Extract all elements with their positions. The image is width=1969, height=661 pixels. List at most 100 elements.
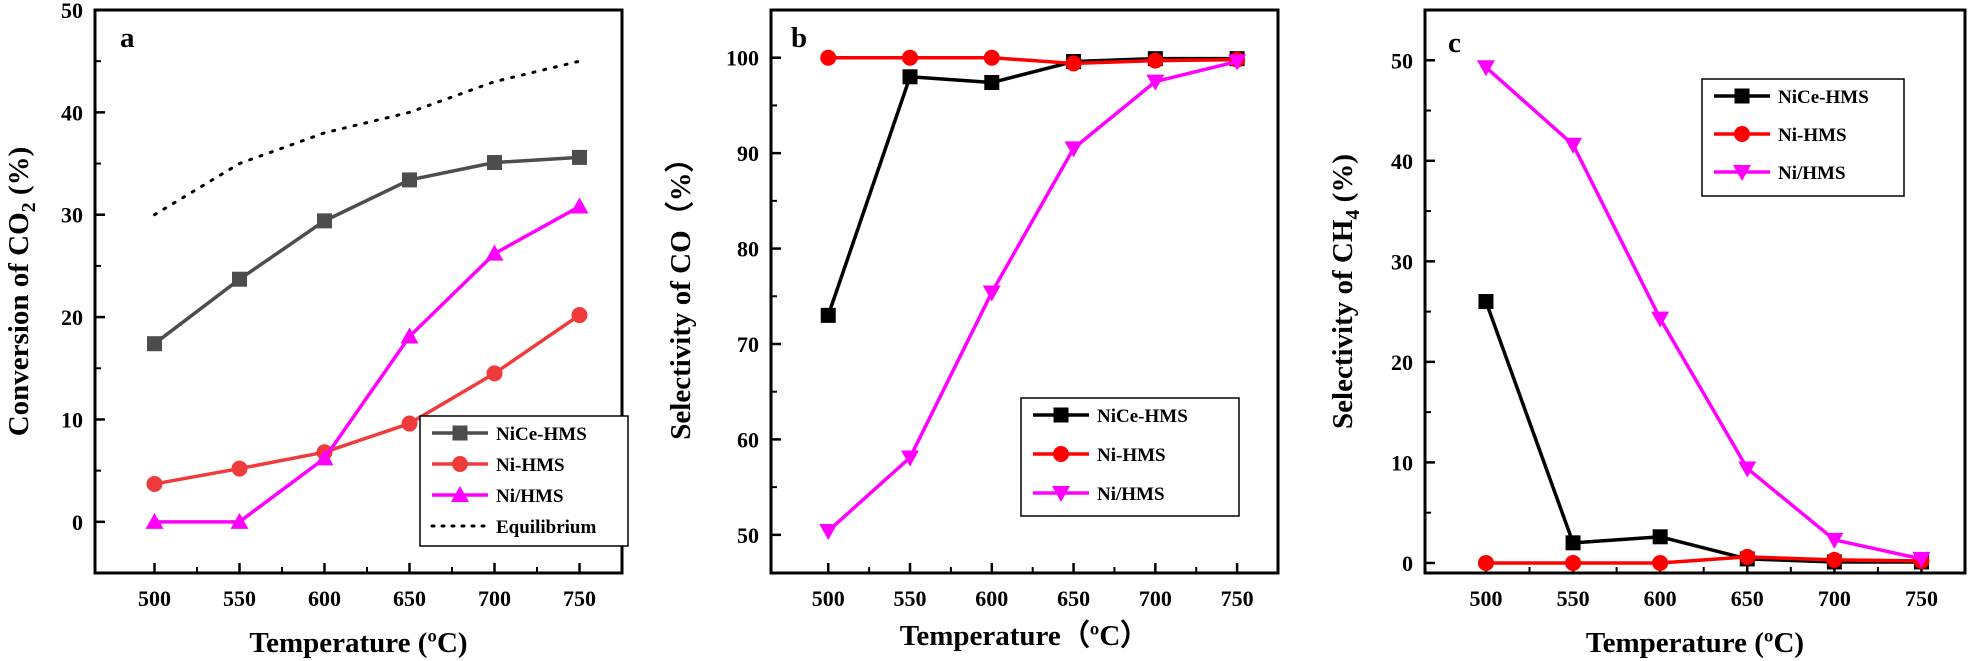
data-point-ni-hms — [820, 49, 837, 66]
y-tick-label: 100 — [726, 46, 759, 71]
legend-marker-ni-hms — [452, 456, 468, 472]
plot-frame — [93, 8, 624, 575]
data-point-ni-hms — [230, 512, 249, 529]
legend-label-nice-hms: NiCe-HMS — [496, 424, 587, 445]
data-point-ni-hms — [315, 449, 334, 466]
data-point-ni-hms — [1651, 311, 1670, 328]
plot-frame — [769, 8, 1280, 575]
y-tick-label: 20 — [61, 305, 83, 330]
legend-label-equilibrium: Equilibrium — [496, 517, 596, 538]
x-tick-label: 500 — [812, 586, 845, 611]
y-tick-label: 20 — [1391, 350, 1413, 375]
series-line-nice-hms — [153, 155, 580, 346]
series-line-ni-hms — [154, 313, 581, 486]
y-tick-label: 50 — [1391, 48, 1413, 73]
legend-marker-ni-hms — [451, 486, 469, 502]
data-point-ni-hms — [901, 450, 920, 467]
x-axis-title: Temperature (ºC) — [1586, 627, 1804, 659]
y-axis-title: Selectivity of CH4 (%) — [1327, 154, 1364, 429]
legend-label-ni-hms: Ni/HMS — [496, 486, 564, 507]
series-line-ni-hms — [154, 205, 581, 524]
legend: NiCe-HMS Ni-HMS Ni/HMS Equilibrium — [419, 415, 629, 547]
x-tick-label: 650 — [1731, 586, 1764, 611]
x-tick-label: 550 — [1557, 586, 1590, 611]
data-point-nice-hms — [232, 271, 247, 287]
data-point-nice-hms — [1652, 529, 1668, 545]
y-tick-label: 40 — [1391, 149, 1413, 174]
x-tick-label: 700 — [1139, 586, 1172, 611]
y-tick-label: 10 — [1391, 450, 1413, 475]
data-point-ni-hms — [231, 460, 248, 477]
data-point-ni-hms — [1065, 55, 1082, 72]
data-point-ni-hms — [819, 524, 838, 541]
data-point-nice-hms — [572, 149, 587, 165]
series-line-ni-hms — [828, 55, 1238, 66]
x-axis-title: Temperature（ºC） — [900, 619, 1150, 652]
series-line-nice-hms — [826, 56, 1238, 316]
legend-label-ni-hms: Ni/HMS — [1097, 484, 1165, 505]
y-tick-label: 30 — [1391, 249, 1413, 274]
panel-letter: c — [1448, 27, 1461, 59]
x-tick-label: 550 — [223, 586, 256, 611]
data-point-nice-hms — [317, 213, 332, 229]
legend-marker-ni-hms — [1733, 165, 1751, 181]
data-point-nice-hms — [487, 155, 502, 171]
x-tick-label: 600 — [308, 586, 341, 611]
data-point-ni-hms — [145, 512, 164, 529]
y-tick-label: 80 — [737, 237, 759, 262]
series-line-nice-hms — [1484, 300, 1922, 564]
legend-label-nice-hms: NiCe-HMS — [1097, 406, 1188, 427]
x-tick-label: 750 — [1221, 586, 1254, 611]
data-point-ni-hms — [982, 285, 1001, 302]
y-tick-label: 0 — [1402, 551, 1413, 576]
x-tick-label: 600 — [1644, 586, 1677, 611]
data-point-ni-hms — [1739, 548, 1756, 565]
data-point-nice-hms — [902, 69, 918, 85]
panel-a-conversion-co2-chart: 500 550 600 650 700 750 0 10 20 30 40 50 a Temperatur… — [3, 0, 629, 659]
x-tick-label: 500 — [1469, 586, 1502, 611]
legend-marker-ni-hms — [1053, 446, 1069, 462]
y-tick-label: 50 — [61, 0, 83, 23]
legend-label-ni-hms: Ni-HMS — [496, 455, 565, 476]
y-tick-label: 70 — [737, 332, 759, 357]
y-axis-title: Conversion of CO2 (%) — [3, 147, 40, 437]
x-tick-label: 700 — [1818, 586, 1851, 611]
data-point-ni-hms — [570, 197, 589, 214]
series-line-ni-hms — [1484, 65, 1922, 561]
x-tick-label: 600 — [975, 586, 1008, 611]
data-point-ni-hms — [1476, 60, 1495, 77]
legend: NiCe-HMS Ni-HMS Ni/HMS — [1701, 78, 1905, 197]
legend-label-ni-hms: Ni-HMS — [1097, 445, 1166, 466]
series-line-equilibrium — [153, 59, 581, 217]
data-point-ni-hms — [1826, 551, 1843, 568]
legend-marker-nice-hms — [452, 425, 468, 441]
series-line-ni-hms — [827, 59, 1238, 533]
data-point-ni-hms — [1565, 554, 1582, 571]
y-tick-label: 30 — [61, 203, 83, 228]
y-axis-title: Selectivity of CO（%） — [664, 143, 697, 439]
data-point-ni-hms — [571, 307, 588, 324]
legend: NiCe-HMS Ni-HMS Ni/HMS — [1020, 397, 1240, 517]
panel-b-selectivity-co-chart: 500 550 600 650 700 750 50 60 70 80 90 100 b Temperat… — [664, 8, 1280, 652]
y-tick-label: 60 — [737, 427, 759, 452]
panel-letter: b — [791, 22, 807, 54]
data-point-ni-hms — [902, 49, 919, 66]
legend-marker-ni-hms — [1052, 486, 1070, 502]
x-tick-label: 500 — [138, 586, 171, 611]
plot-frame — [1423, 8, 1967, 575]
legend-label-ni-hms: Ni/HMS — [1778, 163, 1846, 184]
data-point-ni-hms — [1738, 461, 1757, 478]
data-point-ni-hms — [1228, 54, 1247, 71]
legend-marker-nice-hms — [1734, 88, 1750, 104]
data-point-ni-hms — [486, 365, 503, 382]
x-tick-label: 750 — [563, 586, 596, 611]
data-point-nice-hms — [820, 307, 836, 323]
x-tick-label: 650 — [393, 586, 426, 611]
legend-label-nice-hms: NiCe-HMS — [1778, 87, 1869, 108]
data-point-nice-hms — [984, 75, 1000, 91]
data-point-ni-hms — [1564, 137, 1583, 154]
data-point-ni-hms — [983, 49, 1000, 66]
series-line-ni-hms — [1485, 555, 1922, 565]
x-tick-label: 700 — [478, 586, 511, 611]
